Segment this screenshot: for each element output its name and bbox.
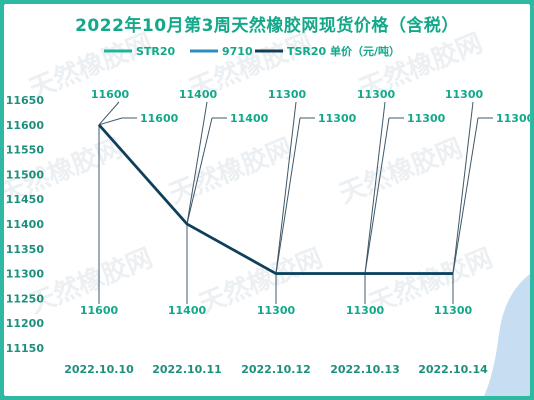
x-tick-label: 2022.10.11 [152, 363, 222, 376]
y-tick-label: 11600 [6, 119, 45, 132]
data-label: 11300 [407, 112, 446, 125]
data-label: 11300 [496, 112, 530, 125]
watermark-text: 天然橡胶网 [165, 132, 297, 209]
label-leaders [98, 101, 493, 304]
y-tick-label: 11350 [6, 243, 45, 256]
legend-label: STR20 [136, 45, 176, 58]
watermark-text: 天然橡胶网 [365, 242, 497, 319]
label-leader [186, 117, 213, 225]
data-label: 11300 [434, 304, 473, 317]
series-layer [98, 123, 453, 275]
data-label: 11300 [346, 304, 385, 317]
label-leader [452, 101, 474, 274]
x-tick-label: 2022.10.12 [241, 363, 311, 376]
data-label: 11600 [140, 112, 179, 125]
data-label: 11600 [91, 88, 130, 101]
data-label: 11300 [257, 304, 296, 317]
x-tick-label: 2022.10.13 [330, 363, 400, 376]
data-label: 11600 [80, 304, 119, 317]
x-axis: 2022.10.10 2022.10.11 2022.10.12 2022.10.13… [64, 363, 488, 376]
y-tick-label: 11650 [6, 94, 45, 107]
series-line [98, 123, 453, 275]
y-tick-label: 11500 [6, 168, 45, 181]
y-axis: 11150 11200 11250 11300 11350 11400 11450 11500… [6, 94, 45, 355]
chart-card: 天然橡胶网 天然橡胶网 天然橡胶网 天然橡胶网 天然橡胶网 天然橡胶网 天然橡胶网 天然橡胶网… [4, 4, 530, 396]
y-tick-label: 11150 [6, 342, 45, 355]
label-leader [364, 117, 390, 274]
corner-decoration [484, 274, 530, 396]
label-leader [364, 101, 386, 274]
data-label: 11300 [268, 88, 307, 101]
data-label: 11300 [357, 88, 396, 101]
data-label: 11400 [179, 88, 218, 101]
label-leader [98, 101, 120, 126]
legend: STR20 9710 TSR20 单价（元/吨） [104, 44, 400, 58]
label-leader [452, 117, 479, 274]
y-tick-label: 11250 [6, 292, 45, 305]
y-tick-label: 11200 [6, 317, 45, 330]
legend-label: 9710 [222, 45, 253, 58]
y-tick-label: 11450 [6, 193, 45, 206]
y-tick-label: 11300 [6, 268, 45, 281]
label-leader [98, 117, 123, 126]
watermark-text: 天然橡胶网 [335, 132, 467, 209]
y-tick-label: 11550 [6, 144, 45, 157]
data-label: 11400 [168, 304, 207, 317]
data-label: 11300 [445, 88, 484, 101]
label-leader [275, 101, 297, 274]
data-label: 11400 [230, 112, 269, 125]
legend-label: TSR20 单价（元/吨） [287, 44, 400, 58]
chart-title: 2022年10月第3周天然橡胶网现货价格（含税） [75, 15, 459, 36]
data-label: 11300 [318, 112, 357, 125]
label-leader [186, 101, 208, 225]
x-tick-label: 2022.10.14 [418, 363, 488, 376]
y-tick-label: 11400 [6, 218, 45, 231]
label-leader [275, 117, 301, 274]
x-tick-label: 2022.10.10 [64, 363, 134, 376]
